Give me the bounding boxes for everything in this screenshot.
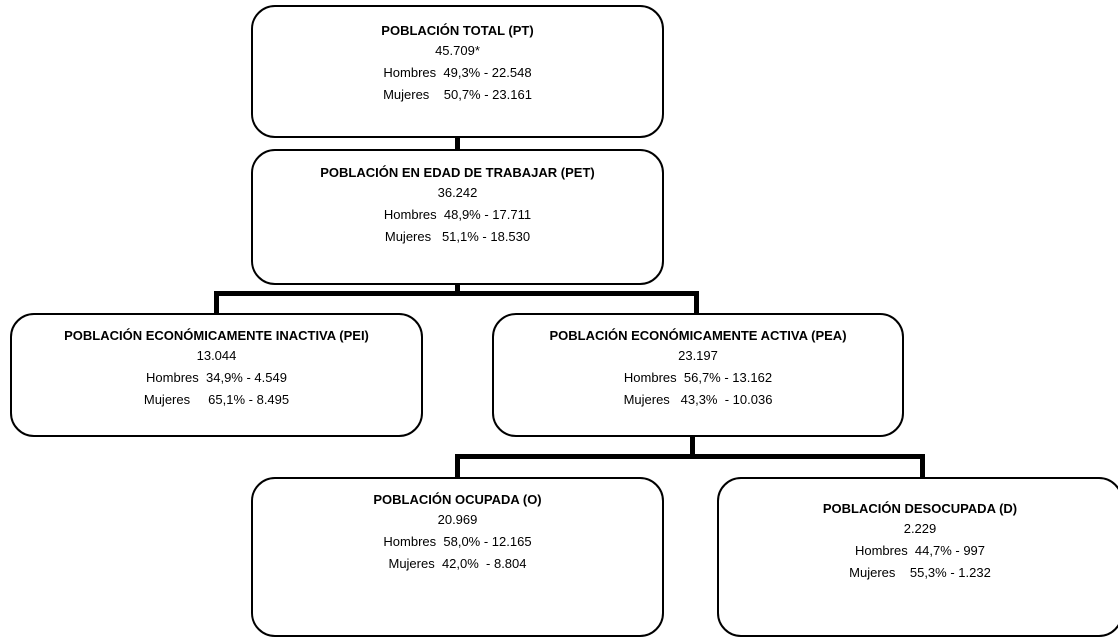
box-mujeres: Mujeres 55,3% - 1.232 bbox=[849, 565, 991, 580]
box-poblacion-edad-trabajar: POBLACIÓN EN EDAD DE TRABAJAR (PET) 36.2… bbox=[251, 149, 664, 285]
connector-to-o bbox=[455, 454, 460, 479]
box-title: POBLACIÓN DESOCUPADA (D) bbox=[822, 501, 1018, 516]
box-hombres: Hombres 58,0% - 12.165 bbox=[383, 534, 532, 549]
box-poblacion-inactiva: POBLACIÓN ECONÓMICAMENTE INACTIVA (PEI) … bbox=[10, 313, 423, 437]
box-total: 23.197 bbox=[678, 348, 718, 363]
box-title: POBLACIÓN ECONÓMICAMENTE ACTIVA (PEA) bbox=[549, 328, 847, 343]
box-title: POBLACIÓN EN EDAD DE TRABAJAR (PET) bbox=[320, 165, 595, 180]
connector-pet-down bbox=[455, 283, 460, 295]
box-hombres: Hombres 34,9% - 4.549 bbox=[146, 370, 287, 385]
box-hombres: Hombres 56,7% - 13.162 bbox=[623, 370, 773, 385]
box-mujeres: Mujeres 43,3% - 10.036 bbox=[623, 392, 773, 407]
connector-pt-pet bbox=[455, 136, 460, 150]
box-total: 20.969 bbox=[437, 512, 478, 527]
box-poblacion-desocupada: POBLACIÓN DESOCUPADA (D) 2.229 Hombres 4… bbox=[717, 477, 1118, 637]
box-mujeres: Mujeres 51,1% - 18.530 bbox=[384, 229, 531, 244]
box-mujeres: Mujeres 42,0% - 8.804 bbox=[388, 556, 527, 571]
box-total: 2.229 bbox=[903, 521, 937, 536]
box-title: POBLACIÓN OCUPADA (O) bbox=[373, 492, 542, 507]
connector-to-d bbox=[920, 454, 925, 479]
box-title: POBLACIÓN ECONÓMICAMENTE INACTIVA (PEI) bbox=[64, 328, 369, 343]
box-hombres: Hombres 48,9% - 17.711 bbox=[383, 207, 532, 222]
box-total: 36.242 bbox=[437, 185, 478, 200]
box-mujeres: Mujeres 65,1% - 8.495 bbox=[143, 392, 290, 407]
connector-to-pea bbox=[694, 291, 699, 315]
box-poblacion-total: POBLACIÓN TOTAL (PT) 45.709* Hombres 49,… bbox=[251, 5, 664, 138]
box-poblacion-ocupada: POBLACIÓN OCUPADA (O) 20.969 Hombres 58,… bbox=[251, 477, 664, 637]
box-total: 13.044 bbox=[196, 348, 237, 363]
box-mujeres: Mujeres 50,7% - 23.161 bbox=[383, 87, 532, 102]
box-hombres: Hombres 49,3% - 22.548 bbox=[383, 65, 532, 80]
connector-horizontal-bottom bbox=[455, 454, 925, 459]
connector-pea-down bbox=[690, 435, 695, 457]
connector-horizontal-top bbox=[214, 291, 699, 296]
box-total: 45.709* bbox=[435, 43, 480, 58]
box-hombres: Hombres 44,7% - 997 bbox=[854, 543, 986, 558]
box-poblacion-activa: POBLACIÓN ECONÓMICAMENTE ACTIVA (PEA) 23… bbox=[492, 313, 904, 437]
box-title: POBLACIÓN TOTAL (PT) bbox=[381, 23, 534, 38]
connector-to-pei bbox=[214, 291, 219, 315]
